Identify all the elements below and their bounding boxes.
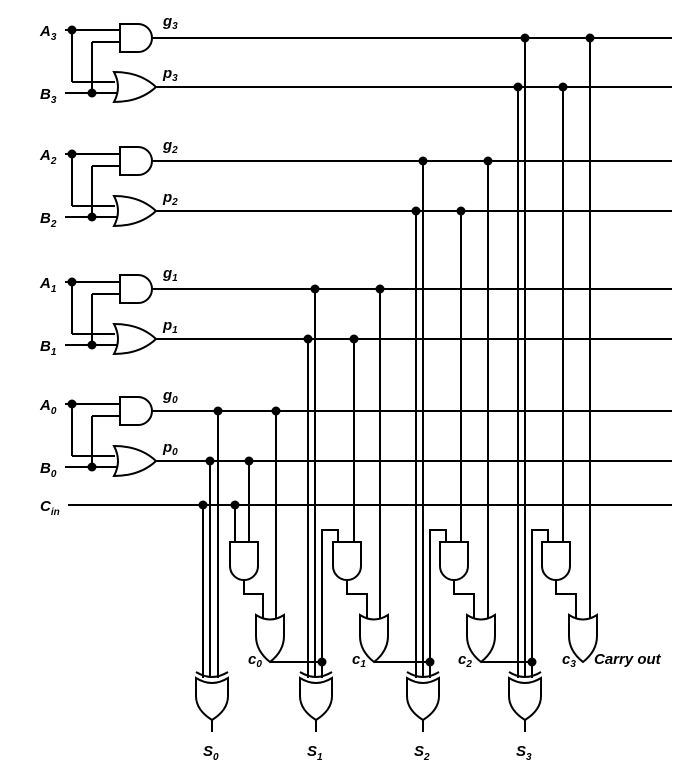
carry-stage-2 [411, 156, 537, 678]
label-c1: c1 [352, 651, 366, 670]
carry-or-gate-1 [359, 613, 389, 664]
and-gate-g3 [119, 23, 153, 53]
label-a1: A1 [39, 275, 57, 295]
carry-and-gate-0 [229, 541, 259, 581]
label-g0: g0 [162, 387, 178, 406]
label-c2: c2 [458, 651, 472, 670]
label-p0: p0 [162, 439, 178, 458]
and-gate-g0 [119, 396, 153, 426]
or-gate-p0 [112, 444, 158, 478]
sum-labels: S0 S1 S2 S3 [203, 743, 532, 763]
label-b2: B2 [40, 210, 57, 230]
or-gate-p2 [112, 194, 158, 228]
and-gate-g1 [119, 274, 153, 304]
carry-and-gate-2 [439, 541, 469, 581]
label-b1: B1 [40, 338, 57, 358]
carry-or-gate-0 [255, 613, 285, 664]
label-a3: A3 [39, 23, 57, 43]
label-b3: B3 [40, 86, 57, 106]
input-stage-2 [65, 146, 672, 228]
label-a2: A2 [39, 147, 57, 167]
xor-gate-s1 [299, 671, 333, 732]
signal-labels: g3 p3 g2 p2 g1 p1 g0 p0 [162, 13, 178, 458]
carry-stage-1 [303, 284, 435, 678]
carry-or-gate-3 [568, 613, 598, 664]
and-gate-g2 [119, 146, 153, 176]
carry-and-gate-1 [332, 541, 362, 581]
input-section [65, 23, 672, 506]
carry-labels: c0 c1 c2 c3 Carry out [248, 651, 662, 670]
label-s1: S1 [307, 743, 323, 763]
label-s3: S3 [516, 743, 532, 763]
label-b0: B0 [40, 460, 57, 480]
or-gate-p1 [112, 322, 158, 356]
label-s2: S2 [414, 743, 430, 763]
label-s0: S0 [203, 743, 219, 763]
xor-gate-s2 [406, 671, 440, 732]
label-g3: g3 [162, 13, 178, 32]
carry-stage-3 [513, 33, 598, 678]
carry-stage-0 [198, 406, 327, 678]
carry-and-gate-3 [541, 541, 571, 581]
label-p3: p3 [162, 65, 178, 84]
input-stage-3 [65, 23, 672, 104]
xor-gate-s3 [508, 671, 542, 732]
carry-or-gate-2 [466, 613, 496, 664]
label-p2: p2 [162, 189, 178, 208]
input-labels: A3 B3 A2 B2 A1 B1 A0 B0 Cin [39, 23, 60, 518]
label-g1: g1 [162, 265, 178, 284]
label-c0: c0 [248, 651, 262, 670]
input-stage-1 [65, 274, 672, 356]
sum-xor-gates [195, 671, 542, 732]
label-c3: c3 [562, 651, 576, 670]
label-carry-out: Carry out [594, 651, 662, 668]
label-cin: Cin [40, 498, 60, 518]
label-p1: p1 [162, 317, 178, 336]
or-gate-p3 [112, 70, 158, 104]
xor-gate-s0 [195, 671, 229, 732]
input-stage-0 [65, 396, 672, 478]
label-a0: A0 [39, 397, 57, 417]
label-g2: g2 [162, 137, 178, 156]
